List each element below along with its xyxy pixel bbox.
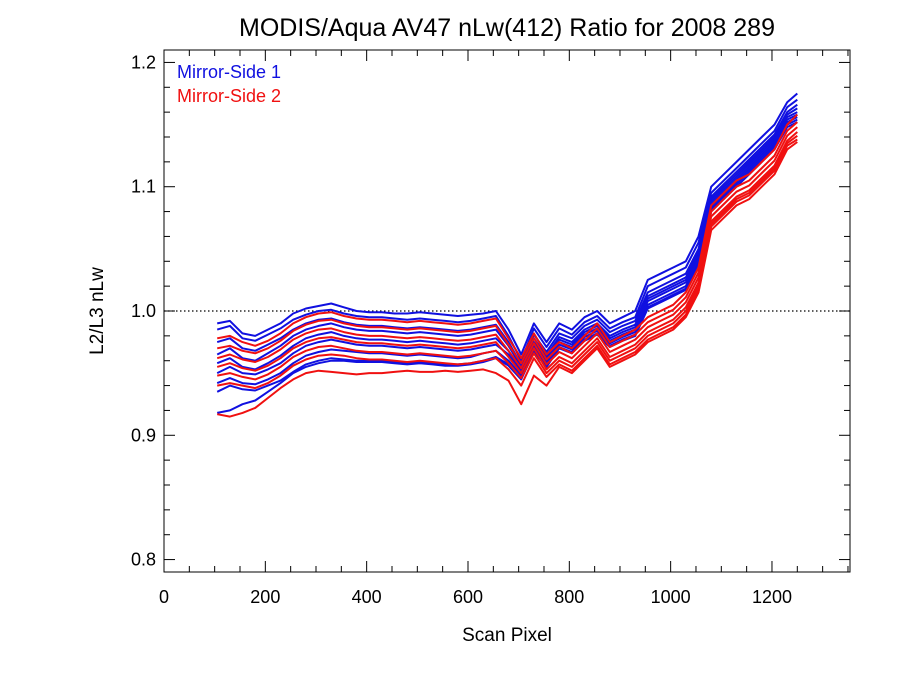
x-axis-label: Scan Pixel <box>462 625 552 646</box>
legend-entry-1: Mirror-Side 1 <box>177 62 281 82</box>
series-layer <box>216 92 799 418</box>
series-2-line-3 <box>216 126 798 370</box>
chart-title: MODIS/Aqua AV47 nLw(412) Ratio for 2008 … <box>239 14 775 42</box>
x-tick-label: 200 <box>250 587 280 607</box>
x-tick-label: 800 <box>554 587 584 607</box>
x-tick-label: 600 <box>453 587 483 607</box>
x-tick-label: 1000 <box>651 587 691 607</box>
y-tick-label: 0.9 <box>131 425 156 445</box>
series-2 <box>216 113 799 418</box>
axis-ticks: 0 200 400 600 800 1000 1200 0.8 0.9 1.0 1.1 1.2 <box>131 50 850 607</box>
y-tick-label: 1.0 <box>131 301 156 321</box>
series-1-line-1 <box>217 92 798 356</box>
series-1 <box>216 92 798 414</box>
series-2-line-7 <box>217 141 798 418</box>
legend: Mirror-Side 1 Mirror-Side 2 <box>177 62 281 106</box>
series-2-line-1 <box>217 113 799 360</box>
y-tick-label: 1.2 <box>131 52 156 72</box>
legend-entry-2: Mirror-Side 2 <box>177 86 281 106</box>
y-tick-label: 0.8 <box>131 550 156 570</box>
plot-frame <box>163 49 851 573</box>
x-tick-label: 1200 <box>752 587 792 607</box>
x-tick-label: 0 <box>159 587 169 607</box>
y-axis-label: L2/L3 nLw <box>87 267 108 355</box>
y-tick-label: 1.1 <box>131 177 156 197</box>
series-1-line-2 <box>216 98 798 362</box>
x-tick-label: 400 <box>352 587 382 607</box>
series-2-line-2 <box>217 121 798 365</box>
series-1-line-5 <box>216 111 798 372</box>
